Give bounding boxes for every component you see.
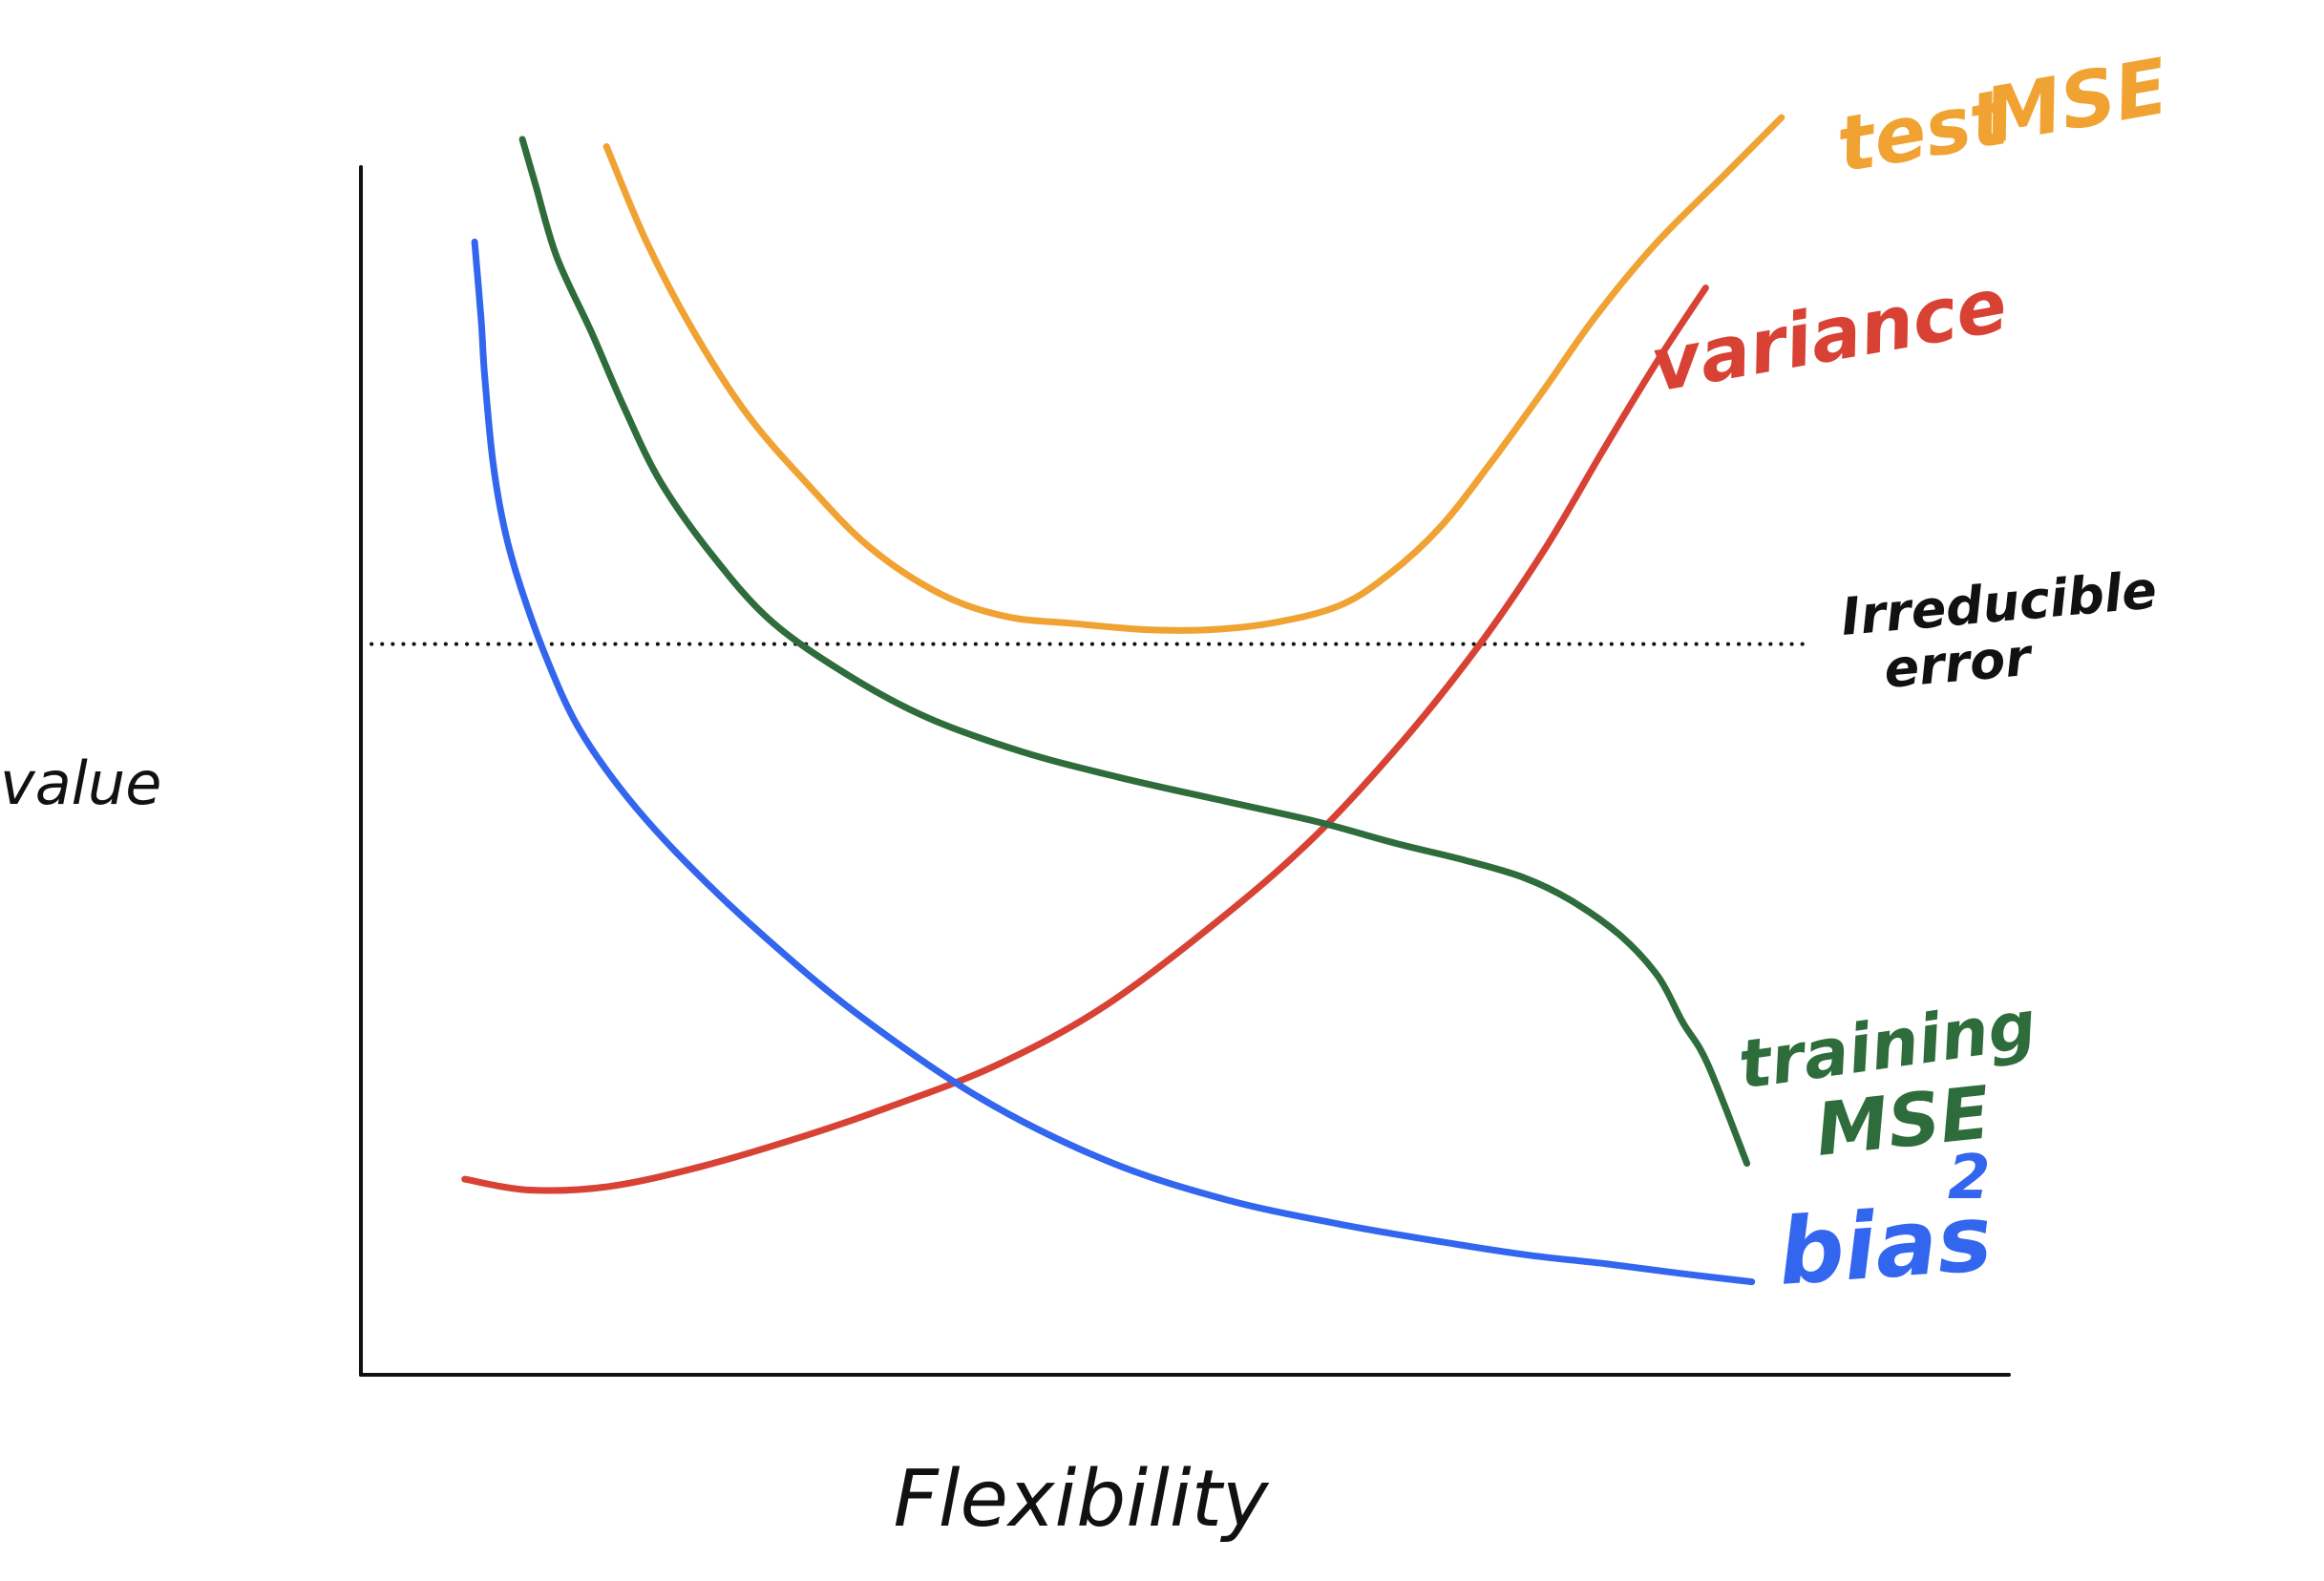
x-axis-label: Flexibility bbox=[894, 1454, 1270, 1545]
labels: value Flexibility IrreducibleerrortestMS… bbox=[0, 42, 2174, 1545]
irreducible-error-label-line-2: error bbox=[1882, 627, 2037, 700]
test-mse-curve bbox=[602, 114, 1785, 634]
training-mse-curve bbox=[518, 136, 1751, 1168]
bias-squared-label-1: bias bbox=[1775, 1185, 1996, 1306]
test-mse-label-2: MSE bbox=[1978, 42, 2174, 161]
variance-curve bbox=[461, 285, 1709, 1194]
y-axis-label: value bbox=[0, 748, 161, 818]
bias-squared-label-2: 2 bbox=[1948, 1143, 1991, 1213]
series-curves bbox=[461, 114, 1785, 1286]
bias-squared-curve bbox=[471, 238, 1756, 1286]
variance-label-1: variance bbox=[1645, 263, 2014, 410]
training-mse-label-2: MSE bbox=[1812, 1069, 1995, 1172]
axes bbox=[359, 165, 2011, 1377]
